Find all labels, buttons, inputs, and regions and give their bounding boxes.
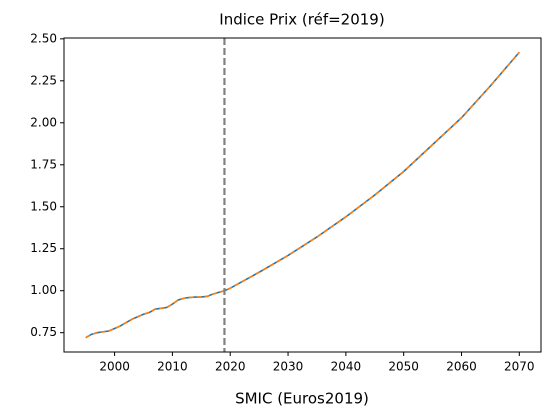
x-tick-label: 2030: [273, 360, 304, 374]
y-tick-label: 2.25: [30, 73, 57, 87]
x-tick-label: 2040: [331, 360, 362, 374]
y-tick-label: 2.50: [30, 31, 57, 45]
series-line: [85, 51, 520, 339]
chart-title: Indice Prix (réf=2019): [219, 11, 384, 29]
y-tick-label: 2.00: [30, 115, 57, 129]
x-tick-label: 2000: [99, 360, 130, 374]
x-tick-label: 2060: [446, 360, 477, 374]
y-tick-label: 1.75: [30, 157, 57, 171]
y-tick-label: 0.75: [30, 325, 57, 339]
series-line: [85, 51, 520, 339]
x-tick-label: 2010: [157, 360, 188, 374]
plot-frame: [63, 37, 542, 353]
x-tick-label: 2070: [504, 360, 535, 374]
x-tick-label: 2020: [215, 360, 246, 374]
y-tick-label: 1.00: [30, 283, 57, 297]
y-tick-label: 1.25: [30, 241, 57, 255]
x-tick-label: 2050: [388, 360, 419, 374]
x-axis-label: SMIC (Euros2019): [235, 390, 369, 408]
y-tick-label: 1.50: [30, 199, 57, 213]
